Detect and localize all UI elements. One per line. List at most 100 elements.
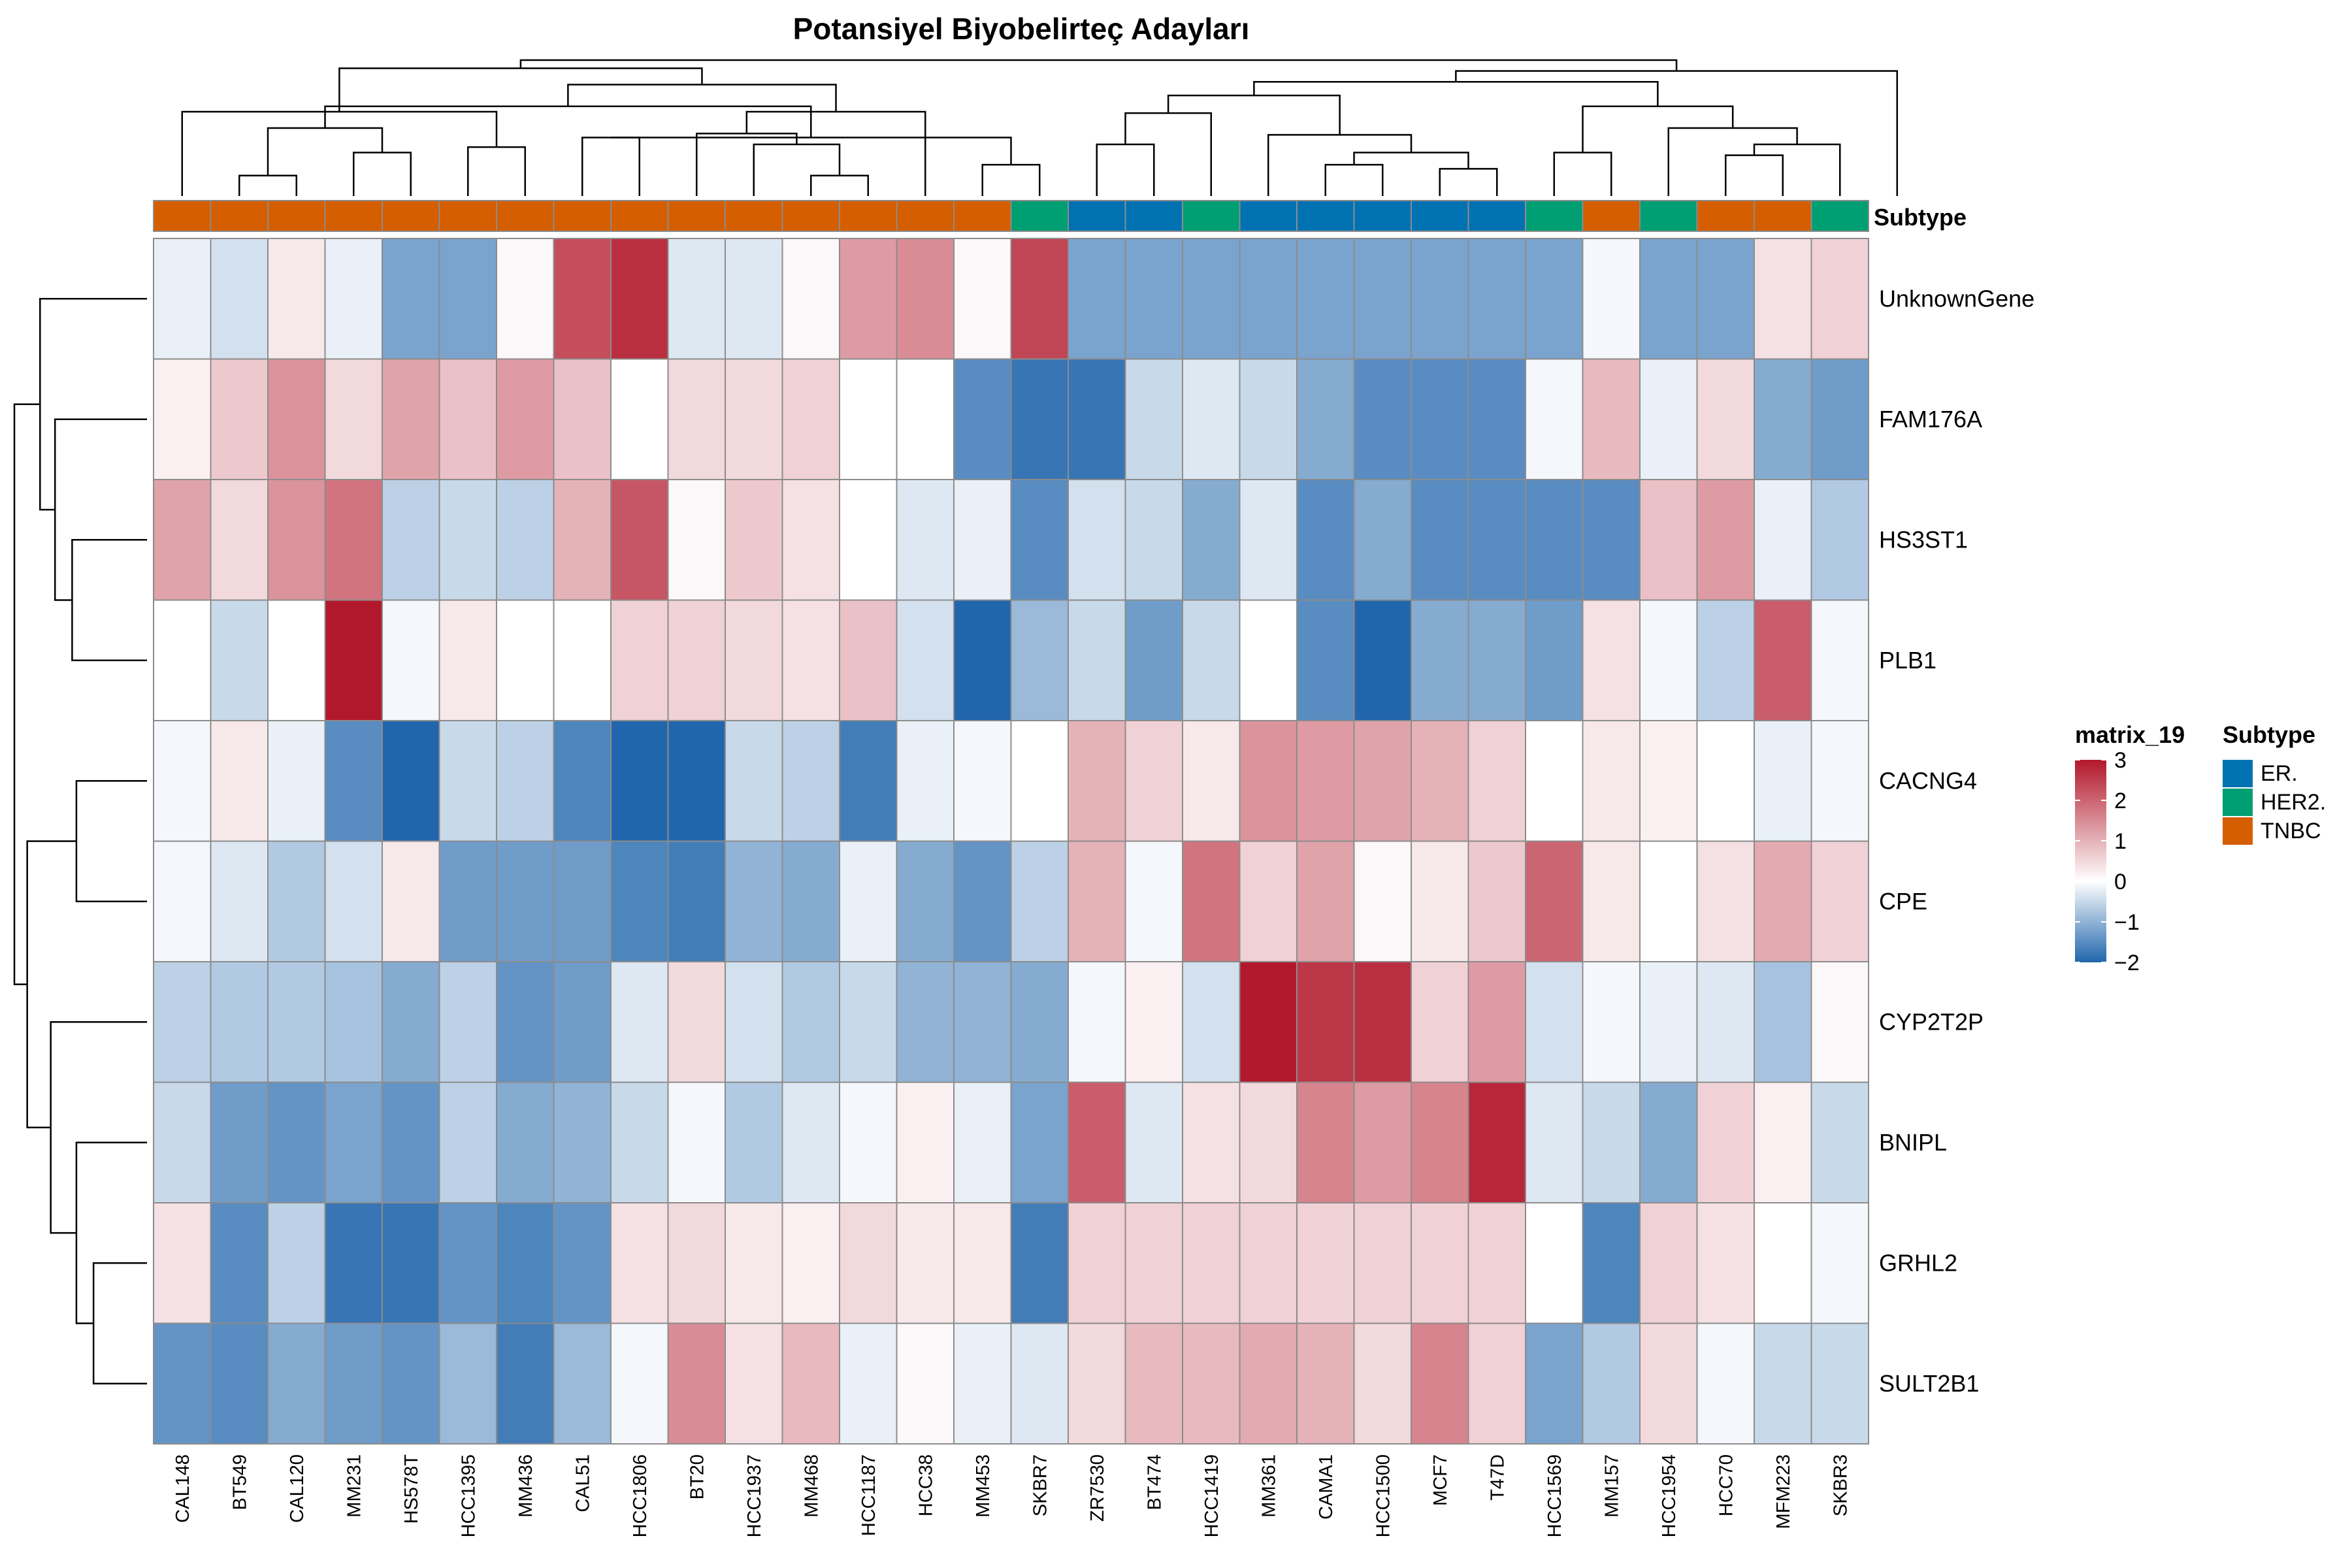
heatmap-cell	[324, 358, 383, 480]
dendrogram-branch	[1439, 168, 1498, 196]
heatmap-cell	[324, 238, 383, 360]
heatmap-cell	[1296, 720, 1355, 842]
heatmap-cell	[438, 720, 497, 842]
heatmap-cell	[496, 599, 555, 721]
row-label: CPE	[1879, 888, 1927, 915]
heatmap-cell	[324, 1322, 383, 1445]
dendrogram-branch	[1455, 70, 1898, 196]
heatmap-cell	[896, 840, 955, 962]
heatmap-cell	[1467, 840, 1526, 962]
row-label: GRHL2	[1879, 1249, 1957, 1276]
heatmap-cell	[1068, 961, 1126, 1083]
heatmap-cell	[496, 238, 555, 360]
heatmap-cell	[725, 1202, 783, 1324]
row-label: BNIPL	[1879, 1129, 1947, 1156]
heatmap-cell	[896, 479, 955, 601]
heatmap-cell	[667, 840, 726, 962]
heatmap-cell	[553, 238, 612, 360]
heatmap-cell	[610, 1202, 669, 1324]
heatmap-cell	[382, 1202, 440, 1324]
heatmap-cell	[438, 840, 497, 962]
heatmap-cell	[382, 720, 440, 842]
heatmap-cell	[496, 840, 555, 962]
heatmap-cell	[1467, 238, 1526, 360]
heatmap-cell	[667, 720, 726, 842]
heatmap-cell	[1810, 840, 1869, 962]
dendrogram-branch	[1582, 105, 1734, 153]
heatmap-cell	[725, 1081, 783, 1203]
heatmap-cell	[496, 1081, 555, 1203]
heatmap-cell	[1353, 1202, 1412, 1324]
heatmap-cell	[1239, 358, 1298, 480]
heatmap-cell	[1010, 1081, 1069, 1203]
annotation-cell	[1411, 200, 1469, 232]
heatmap-cell	[267, 238, 326, 360]
heatmap-cell	[839, 479, 898, 601]
heatmap-cell	[839, 720, 898, 842]
heatmap-cell	[1639, 1322, 1698, 1445]
dendrogram-branch	[238, 174, 297, 196]
color-scale-legend: matrix_19 3 2 1 0 −1 −2	[2075, 721, 2185, 975]
annotation-cell	[1068, 200, 1126, 232]
heatmap-cell	[1582, 599, 1641, 721]
heatmap-cell	[1696, 1322, 1755, 1445]
heatmap-cell	[1525, 358, 1584, 480]
color-scale-tick-label: 2	[2114, 789, 2127, 813]
annotation-cell	[1639, 200, 1698, 232]
heatmap-cell	[1182, 479, 1241, 601]
heatmap-cell	[267, 961, 326, 1083]
annotation-cell	[953, 200, 1012, 232]
heatmap-cell	[1239, 238, 1298, 360]
heatmap-cell	[1296, 1202, 1355, 1324]
heatmap-cell	[896, 961, 955, 1083]
heatmap-cell	[153, 479, 212, 601]
heatmap-cell	[553, 1202, 612, 1324]
dendrogram-branch	[39, 298, 147, 511]
column-label: HCC1806	[630, 1454, 651, 1537]
heatmap-cell	[667, 1202, 726, 1324]
heatmap-cell	[1467, 1081, 1526, 1203]
heatmap-cell	[839, 1202, 898, 1324]
subtype-legend-title: Subtype	[2223, 721, 2315, 748]
heatmap-cell	[1411, 840, 1469, 962]
annotation-cell	[781, 200, 840, 232]
heatmap-cell	[382, 238, 440, 360]
heatmap-cell	[1525, 840, 1584, 962]
heatmap-cell	[1296, 961, 1355, 1083]
heatmap-cell	[1754, 238, 1812, 360]
heatmap-cell	[1696, 238, 1755, 360]
heatmap-cell	[267, 840, 326, 962]
heatmap-cell	[1182, 599, 1241, 721]
heatmap-cell	[610, 840, 669, 962]
dendrogram-branch	[50, 1021, 147, 1234]
heatmap-cell	[667, 238, 726, 360]
heatmap-cell	[610, 1322, 669, 1445]
heatmap-cell	[1525, 961, 1584, 1083]
heatmap-cell	[725, 720, 783, 842]
heatmap-cell	[1239, 840, 1298, 962]
heatmap-cell	[725, 840, 783, 962]
heatmap-cell	[953, 961, 1012, 1083]
annotation-cell	[1182, 200, 1241, 232]
heatmap-cell	[1810, 1322, 1869, 1445]
row-dendrogram	[13, 298, 147, 1384]
heatmap-cell	[953, 479, 1012, 601]
heatmap-cell	[896, 358, 955, 480]
dendrogram-branch	[353, 152, 412, 196]
dendrogram-branch	[181, 110, 498, 196]
dendrogram-branch	[1253, 81, 1659, 106]
heatmap-cell	[1182, 1322, 1241, 1445]
heatmap-cell	[1754, 358, 1812, 480]
annotation-cell	[839, 200, 898, 232]
heatmap-cell	[1353, 238, 1412, 360]
row-label: HS3ST1	[1879, 526, 1968, 553]
annotation-cell	[1525, 200, 1584, 232]
heatmap-cell	[839, 1322, 898, 1445]
heatmap-cell	[1810, 238, 1869, 360]
heatmap-cell	[1182, 1081, 1241, 1203]
heatmap-cell	[1411, 720, 1469, 842]
heatmap-cell	[438, 1202, 497, 1324]
annotation-cell	[1467, 200, 1526, 232]
heatmap-cell	[896, 720, 955, 842]
annotation-cell	[725, 200, 783, 232]
